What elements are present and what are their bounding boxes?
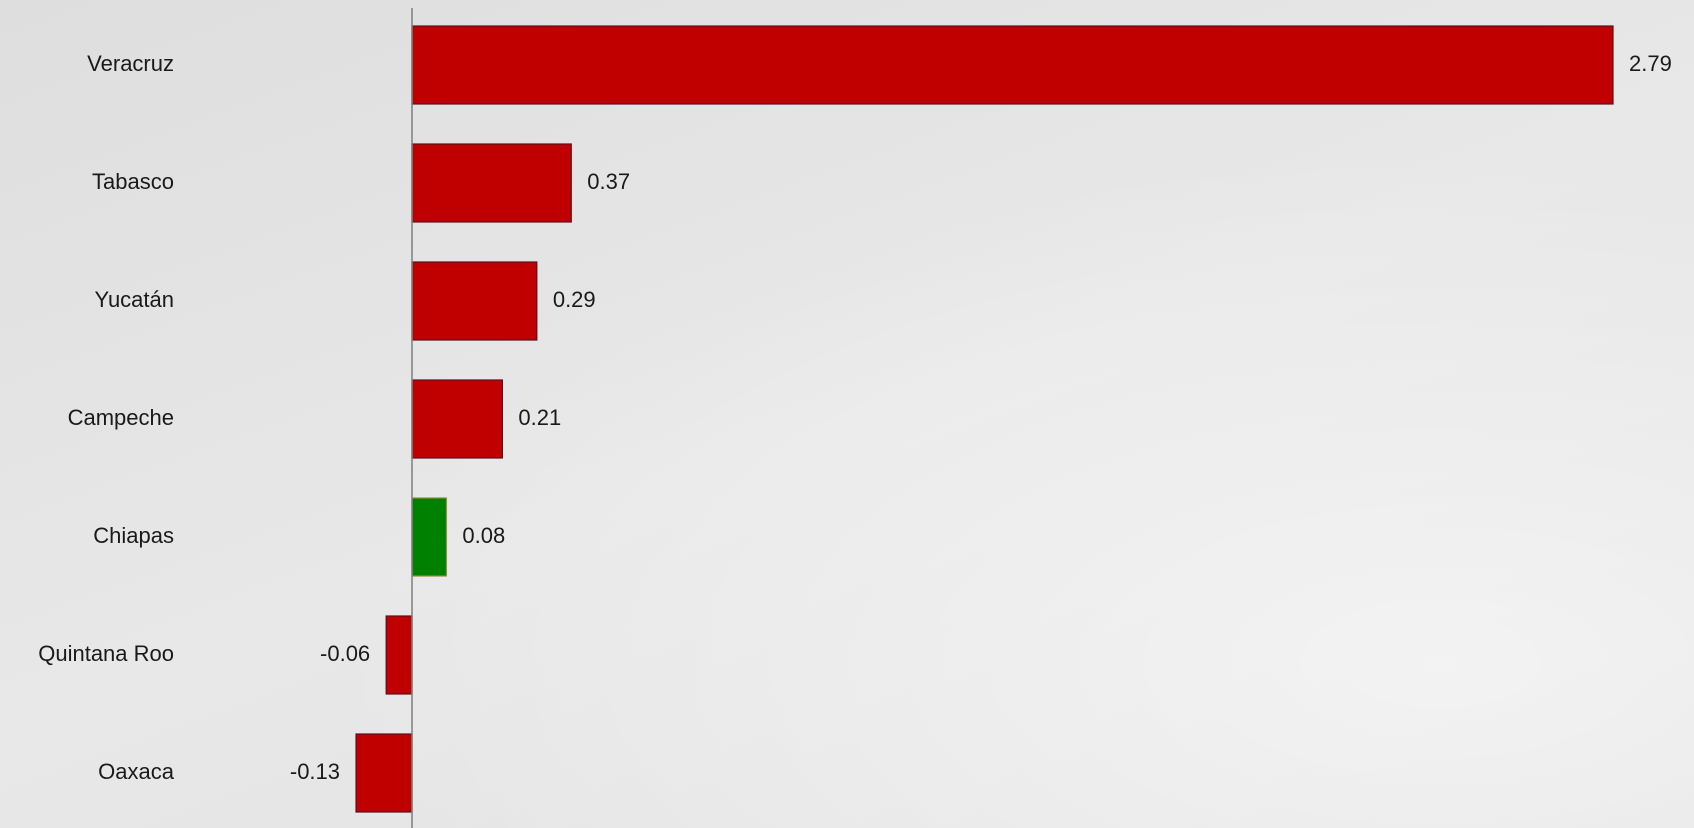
value-label-chiapas: 0.08 xyxy=(462,523,505,548)
bar-quintana-roo xyxy=(385,615,413,695)
category-label-tabasco: Tabasco xyxy=(92,169,174,194)
value-label-quintana-roo: -0.06 xyxy=(320,641,370,666)
value-label-tabasco: 0.37 xyxy=(587,169,630,194)
category-label-oaxaca: Oaxaca xyxy=(98,759,175,784)
bar-tabasco xyxy=(411,143,572,223)
bar-chiapas xyxy=(411,497,448,577)
bar-campeche xyxy=(411,379,503,459)
category-labels: Veracruz Tabasco Yucatán Campeche Chiapas Qui… xyxy=(38,51,175,784)
bar-oaxaca xyxy=(355,733,413,813)
category-label-veracruz: Veracruz xyxy=(87,51,174,76)
category-label-chiapas: Chiapas xyxy=(93,523,174,548)
value-labels: 2.79 0.37 0.29 0.21 0.08 -0.06 -0.13 xyxy=(290,51,1672,784)
bar-yucatan xyxy=(411,261,538,341)
category-label-yucatan: Yucatán xyxy=(94,287,174,312)
value-label-yucatan: 0.29 xyxy=(553,287,596,312)
bar-veracruz xyxy=(411,25,1614,105)
value-label-oaxaca: -0.13 xyxy=(290,759,340,784)
value-label-veracruz: 2.79 xyxy=(1629,51,1672,76)
value-label-campeche: 0.21 xyxy=(518,405,561,430)
category-label-campeche: Campeche xyxy=(68,405,174,430)
bars-layer xyxy=(355,25,1614,813)
category-label-quintana-roo: Quintana Roo xyxy=(38,641,174,666)
